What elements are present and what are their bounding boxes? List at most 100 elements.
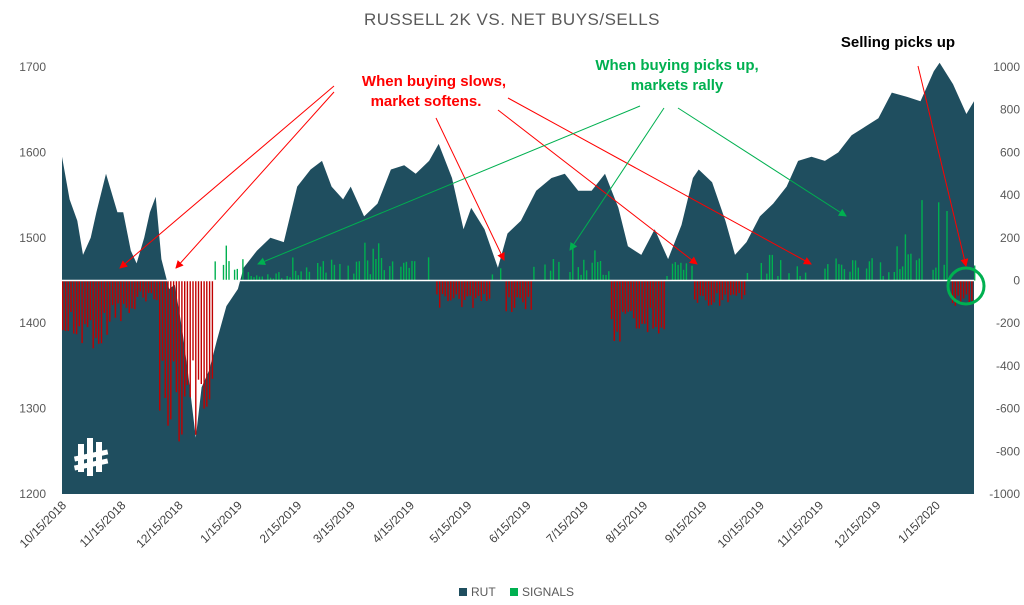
y-right-tick-label: -400 (996, 359, 1020, 373)
signal-bar (594, 250, 596, 281)
green-arrow-2 (569, 107, 665, 251)
x-tick-label: 10/15/2018 (17, 498, 70, 551)
x-tick-label: 2/15/2019 (257, 498, 305, 546)
signal-bar (441, 280, 444, 294)
x-tick-label: 3/15/2019 (310, 498, 358, 546)
signal-bar (591, 262, 593, 281)
signal-bar (943, 264, 945, 281)
signal-bar (477, 280, 480, 296)
brand-logo-icon (73, 438, 109, 476)
signal-bar (671, 263, 674, 281)
signal-bar (838, 264, 840, 281)
signal-bar (633, 280, 635, 319)
signal-bar (627, 280, 629, 312)
signal-bar (86, 280, 89, 328)
signal-bar (375, 259, 377, 281)
signal-bar (62, 280, 64, 331)
signal-bar (962, 280, 965, 299)
signal-bar (117, 280, 119, 304)
signal-bar (899, 269, 901, 281)
y-left-tick-label: 1700 (19, 60, 46, 74)
annotation-buying-slows-2: market softens. (371, 93, 482, 110)
signal-bar (527, 280, 530, 297)
signal-bar (289, 277, 291, 281)
red-arrow-6 (917, 65, 969, 267)
chart-title: RUSSELL 2K VS. NET BUYS/SELLS (364, 10, 660, 29)
signal-bar (743, 280, 746, 296)
signal-bar (843, 269, 846, 281)
signal-bar (896, 246, 898, 281)
signal-bar (378, 243, 380, 281)
signal-bar (796, 266, 798, 281)
signal-bar (882, 276, 884, 281)
signal-bar (447, 280, 449, 302)
y-left-tick-label: 1300 (19, 402, 46, 416)
signal-bar (780, 260, 782, 281)
x-tick-label: 11/15/2019 (774, 498, 826, 550)
signal-bar (719, 280, 721, 306)
signal-bar (100, 280, 103, 344)
signal-bar (364, 242, 366, 281)
signal-bar (228, 261, 230, 281)
signal-bar (500, 268, 502, 281)
signal-bar (444, 280, 446, 297)
signal-bar (630, 280, 632, 312)
annotation-selling: Selling picks up (841, 34, 955, 51)
red-arrow-4 (497, 109, 698, 265)
signal-bar (184, 280, 186, 397)
signal-bar (167, 280, 169, 426)
signal-bar (208, 280, 211, 400)
signal-bar (192, 280, 194, 361)
signal-bar (272, 278, 275, 281)
signal-bar (297, 275, 299, 281)
signal-bar (954, 280, 956, 306)
signal-bar (236, 268, 238, 281)
signal-bar (197, 280, 200, 380)
signal-bar (649, 280, 652, 308)
signal-bar (580, 274, 582, 281)
signal-bar (366, 260, 369, 281)
signal-bar (971, 280, 973, 301)
signal-bar (968, 280, 970, 304)
signal-bar (655, 280, 657, 327)
signal-bar (732, 280, 735, 295)
signal-bar (136, 280, 139, 297)
signal-bar (702, 280, 704, 296)
green-arrow-3 (677, 107, 847, 217)
signal-bar (469, 280, 471, 296)
signal-bar (766, 273, 768, 281)
signal-bar (214, 261, 216, 281)
signal-bar (458, 280, 460, 299)
signal-bar (777, 276, 779, 281)
signal-bar (682, 269, 685, 281)
x-tick-label: 12/15/2019 (831, 498, 884, 551)
legend: RUT SIGNALS (459, 585, 574, 599)
legend-label-rut: RUT (471, 585, 496, 599)
signal-bar (427, 257, 430, 281)
y-right-tick-label: -800 (996, 444, 1020, 458)
signal-bar (78, 280, 80, 327)
signal-bar (788, 273, 790, 281)
signal-bar (161, 280, 164, 361)
x-axis: 10/15/2018 11/15/2018 12/15/2018 1/15/2019 2… (17, 498, 943, 551)
signal-bar (854, 260, 857, 281)
signal-bar (505, 280, 507, 312)
x-tick-label: 9/15/2019 (662, 498, 710, 546)
signal-bar (730, 280, 732, 296)
y-right-tick-label: 200 (1000, 231, 1020, 245)
signal-bar (92, 280, 94, 349)
signal-bar (483, 280, 485, 294)
signal-bar (935, 267, 937, 281)
annotation-arrows (119, 65, 986, 306)
signal-bar (960, 280, 962, 302)
signal-bar (111, 280, 114, 306)
signal-bar (771, 254, 773, 281)
y-left-tick-label: 1200 (19, 487, 46, 501)
signal-bar (644, 280, 646, 324)
signal-bar (250, 276, 252, 281)
signal-bar (871, 258, 873, 281)
signal-bar (411, 260, 413, 281)
signal-bar (189, 280, 191, 398)
signal-bar (524, 280, 527, 310)
y-right-tick-label: -600 (996, 402, 1020, 416)
